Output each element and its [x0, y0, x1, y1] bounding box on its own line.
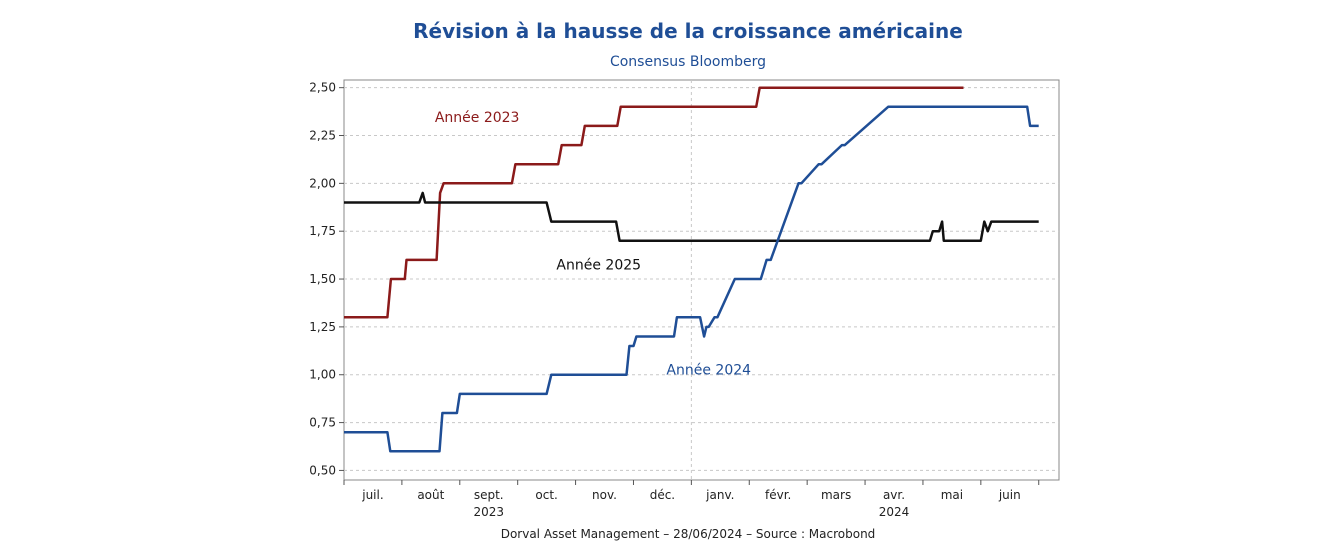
y-tick-label: 1,50: [309, 272, 336, 286]
x-year-label: 2024: [879, 505, 910, 519]
series-layer: [344, 86, 1039, 453]
series-line-ann-e-2023: [344, 86, 964, 319]
series-label-ann-e-2024: Année 2024: [666, 363, 751, 379]
x-tick-label: mars: [821, 488, 851, 502]
series-labels: Année 2023 Année 2025 Année 2024: [435, 110, 751, 379]
x-year-label: 2023: [473, 505, 504, 519]
chart-footer: Dorval Asset Management – 28/06/2024 – S…: [501, 527, 876, 541]
y-tick-label: 1,25: [309, 320, 336, 334]
x-tick-label: sept.: [474, 488, 504, 502]
x-tick-label: janv.: [705, 488, 734, 502]
x-tick-label: juin: [998, 488, 1021, 502]
series-line-ann-e-2024: [344, 105, 1039, 453]
y-tick-label: 2,50: [309, 81, 336, 95]
chart-subtitle: Consensus Bloomberg: [610, 54, 766, 70]
y-tick-label: 2,25: [309, 129, 336, 143]
x-tick-label: mai: [941, 488, 963, 502]
x-tick-label: févr.: [765, 488, 791, 502]
series-line-ann-e-2025: [344, 191, 1039, 243]
x-tick-label: juil.: [361, 488, 383, 502]
x-tick-label: nov.: [592, 488, 617, 502]
y-tick-label: 0,50: [309, 463, 336, 477]
y-tick-label: 2,00: [309, 176, 336, 190]
x-tick-label: déc.: [650, 488, 675, 502]
x-tick-label: août: [417, 488, 444, 502]
y-tick-label: 1,00: [309, 368, 336, 382]
x-axis: juil. août sept. oct. nov. déc. janv. févr. mars…: [343, 480, 1040, 519]
x-tick-label: avr.: [883, 488, 905, 502]
y-axis: 2,50 2,25 2,00 1,75 1,50 1,25 1,00 0,75 0,50: [309, 81, 344, 477]
series-label-ann-e-2023: Année 2023: [435, 110, 520, 126]
x-tick-label: oct.: [535, 488, 557, 502]
chart-title: Révision à la hausse de la croissance am…: [413, 19, 963, 43]
series-label-ann-e-2025: Année 2025: [556, 257, 641, 273]
y-tick-label: 1,75: [309, 224, 336, 238]
plot-area: [343, 79, 1060, 481]
y-tick-label: 0,75: [309, 416, 336, 430]
